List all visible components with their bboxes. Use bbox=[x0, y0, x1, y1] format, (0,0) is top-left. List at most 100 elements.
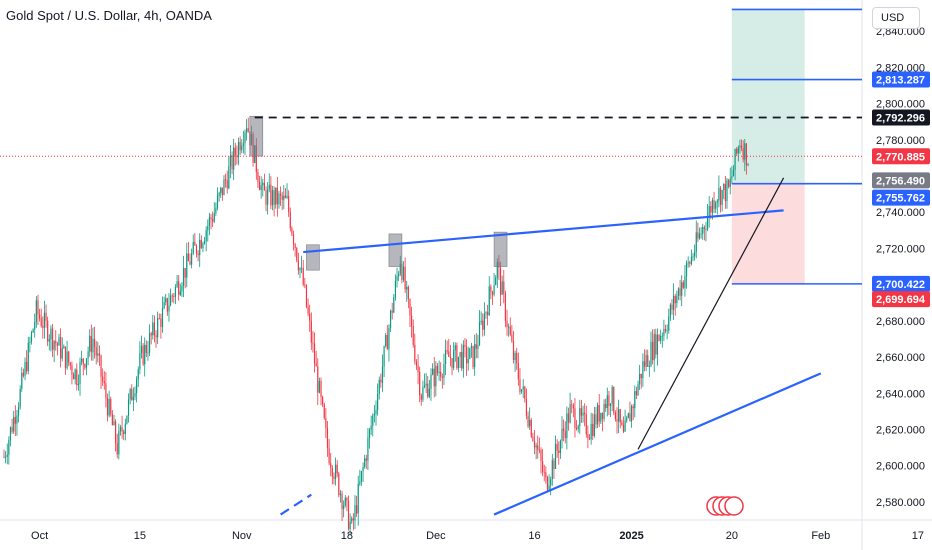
candle bbox=[334, 464, 337, 479]
candle bbox=[129, 389, 131, 400]
candle bbox=[650, 341, 652, 366]
candle bbox=[111, 414, 113, 426]
candle bbox=[470, 345, 473, 349]
candle bbox=[281, 195, 283, 200]
candle bbox=[527, 415, 529, 427]
candle bbox=[229, 155, 232, 167]
candle bbox=[710, 206, 712, 213]
candle bbox=[501, 281, 503, 295]
candle bbox=[19, 388, 21, 408]
price-label-box bbox=[872, 109, 930, 126]
candle bbox=[488, 286, 490, 316]
candle bbox=[115, 421, 117, 444]
candle bbox=[47, 320, 49, 342]
candle bbox=[24, 361, 26, 376]
price-tick-label: 2,840.000 bbox=[876, 26, 925, 38]
event-icon[interactable] bbox=[724, 496, 744, 516]
candle bbox=[181, 286, 183, 292]
candle bbox=[697, 232, 699, 239]
candle bbox=[682, 282, 684, 288]
candle bbox=[461, 352, 463, 369]
candle bbox=[731, 176, 733, 179]
candle bbox=[323, 404, 325, 419]
candle bbox=[205, 230, 207, 242]
trendline-steep-support[interactable] bbox=[637, 177, 785, 450]
time-tick-label: 2025 bbox=[619, 530, 643, 542]
price-label: 2,755.762 bbox=[876, 193, 925, 205]
candle bbox=[658, 334, 660, 341]
candle bbox=[271, 190, 274, 206]
candle bbox=[391, 310, 393, 313]
candle bbox=[495, 277, 497, 286]
highlight-box bbox=[306, 244, 320, 271]
trendline-partial-segment[interactable] bbox=[279, 493, 312, 516]
price-label: 2,699.694 bbox=[876, 294, 926, 306]
trendline-lower-support[interactable] bbox=[493, 372, 822, 516]
candle bbox=[276, 187, 278, 205]
candle bbox=[428, 388, 430, 397]
candle bbox=[477, 345, 479, 349]
candle bbox=[487, 312, 489, 316]
candle bbox=[100, 355, 102, 377]
highlight-box bbox=[249, 115, 264, 157]
candle bbox=[147, 352, 149, 354]
candle bbox=[546, 477, 549, 490]
candle bbox=[412, 326, 414, 345]
candle bbox=[715, 202, 717, 209]
candle bbox=[737, 147, 739, 154]
candle bbox=[37, 300, 39, 315]
candle bbox=[640, 373, 642, 379]
candle bbox=[123, 431, 125, 434]
candle bbox=[453, 350, 455, 368]
candle bbox=[380, 379, 382, 383]
candle bbox=[244, 132, 246, 144]
time-tick-label: 16 bbox=[528, 530, 540, 542]
candle bbox=[716, 200, 718, 203]
candle bbox=[368, 429, 371, 438]
candle bbox=[158, 318, 160, 320]
candle bbox=[651, 341, 654, 361]
candle bbox=[556, 443, 558, 451]
candle bbox=[459, 352, 461, 357]
candle bbox=[152, 322, 154, 336]
highlight-box bbox=[493, 231, 508, 267]
candle bbox=[723, 183, 725, 191]
candle bbox=[333, 476, 335, 479]
candle bbox=[685, 262, 688, 277]
candle bbox=[393, 297, 395, 313]
candle bbox=[191, 253, 193, 265]
candle bbox=[587, 434, 589, 438]
candle bbox=[630, 406, 633, 422]
candle bbox=[734, 148, 736, 170]
candle bbox=[279, 193, 282, 196]
candle bbox=[90, 335, 92, 353]
candle bbox=[255, 145, 257, 173]
candle bbox=[648, 365, 650, 367]
candle bbox=[48, 339, 50, 342]
candle bbox=[425, 383, 427, 386]
candle bbox=[121, 427, 123, 432]
candle bbox=[182, 268, 185, 287]
candle bbox=[203, 241, 206, 244]
price-label-box bbox=[872, 172, 930, 189]
candle bbox=[590, 423, 592, 440]
candle bbox=[634, 391, 636, 409]
candle bbox=[364, 458, 366, 467]
candle bbox=[377, 393, 379, 411]
candle bbox=[553, 460, 555, 469]
candle bbox=[174, 286, 177, 297]
candle bbox=[51, 328, 54, 350]
candle bbox=[708, 206, 710, 217]
candle bbox=[706, 216, 709, 230]
candle bbox=[695, 232, 697, 252]
candle bbox=[637, 384, 639, 396]
currency-button[interactable]: USD bbox=[872, 7, 920, 29]
trendline-resistance[interactable] bbox=[303, 209, 784, 254]
candle bbox=[596, 405, 599, 425]
candle bbox=[474, 344, 476, 368]
time-tick-label: Feb bbox=[811, 530, 830, 542]
candle bbox=[186, 253, 188, 278]
candle bbox=[740, 145, 743, 149]
candle bbox=[9, 427, 12, 440]
